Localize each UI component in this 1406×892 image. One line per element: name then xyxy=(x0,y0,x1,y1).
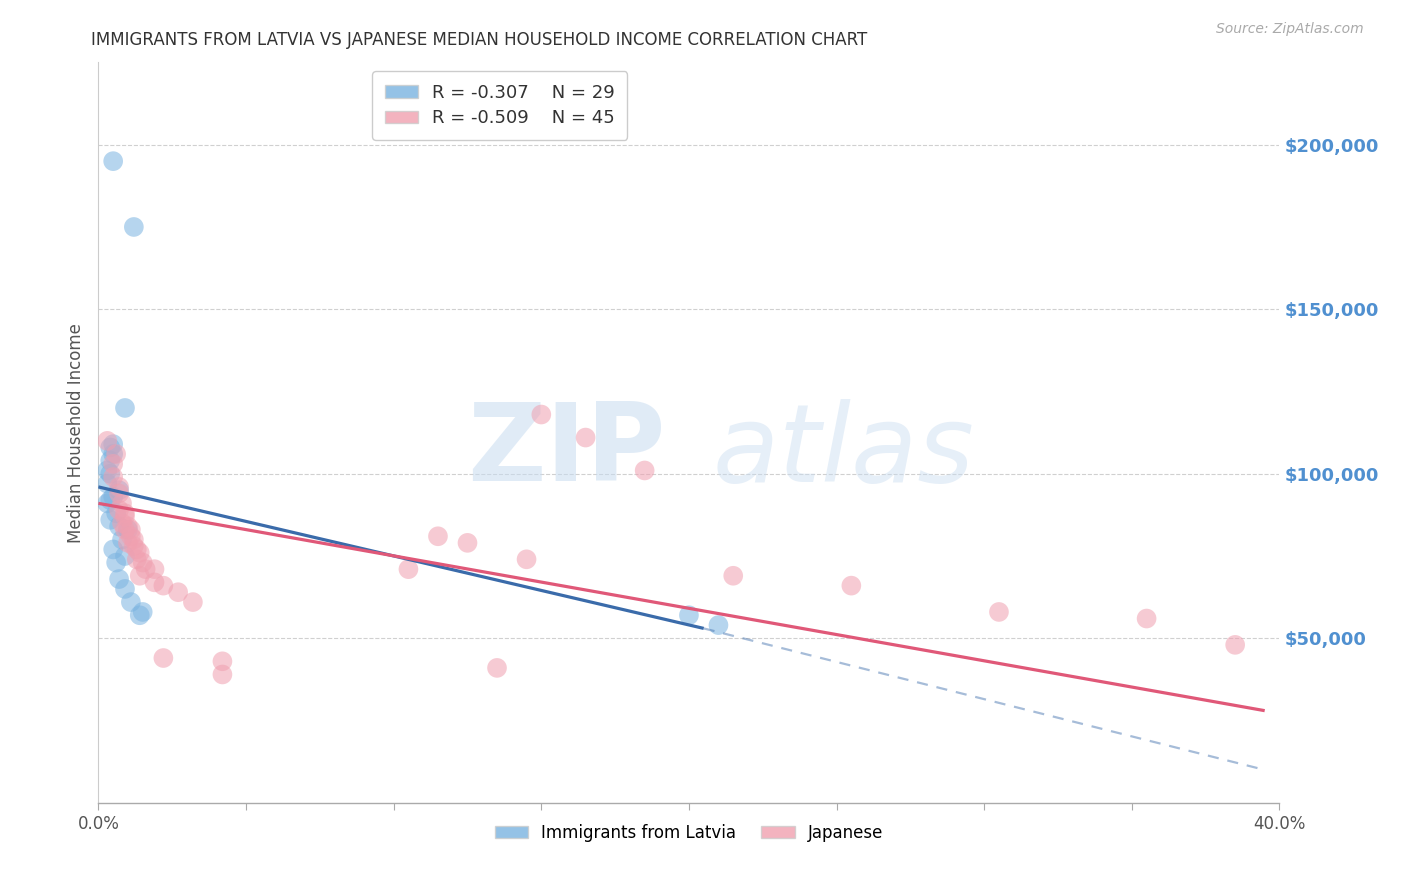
Point xyxy=(108,519,131,533)
Point xyxy=(98,467,121,481)
Point xyxy=(398,562,420,576)
Point xyxy=(678,608,700,623)
Point xyxy=(120,523,142,537)
Point xyxy=(132,556,155,570)
Point xyxy=(114,509,136,524)
Text: ZIP: ZIP xyxy=(467,398,665,504)
Y-axis label: Median Household Income: Median Household Income xyxy=(66,323,84,542)
Point xyxy=(117,523,139,537)
Point xyxy=(114,523,136,537)
Point xyxy=(111,533,134,547)
Text: IMMIGRANTS FROM LATVIA VS JAPANESE MEDIAN HOUSEHOLD INCOME CORRELATION CHART: IMMIGRANTS FROM LATVIA VS JAPANESE MEDIA… xyxy=(91,31,868,49)
Point xyxy=(108,486,131,500)
Point xyxy=(114,401,136,415)
Point xyxy=(96,476,118,491)
Point xyxy=(122,533,145,547)
Point xyxy=(211,654,233,668)
Point xyxy=(1225,638,1247,652)
Point xyxy=(152,579,174,593)
Point xyxy=(125,542,148,557)
Point xyxy=(103,457,125,471)
Point xyxy=(128,568,150,582)
Point xyxy=(128,608,150,623)
Point xyxy=(143,575,166,590)
Point xyxy=(841,579,863,593)
Point xyxy=(135,562,157,576)
Point xyxy=(457,536,479,550)
Point xyxy=(111,496,134,510)
Point xyxy=(486,661,509,675)
Point xyxy=(634,463,657,477)
Point xyxy=(114,582,136,596)
Point xyxy=(108,503,131,517)
Point xyxy=(105,556,128,570)
Point xyxy=(575,431,598,445)
Point xyxy=(181,595,204,609)
Point xyxy=(122,539,145,553)
Point xyxy=(120,595,142,609)
Point xyxy=(117,536,139,550)
Point xyxy=(105,447,128,461)
Point xyxy=(98,493,121,508)
Point xyxy=(132,605,155,619)
Point xyxy=(211,667,233,681)
Point xyxy=(111,516,134,530)
Point xyxy=(108,572,131,586)
Point xyxy=(120,529,142,543)
Point xyxy=(122,219,145,234)
Point xyxy=(96,496,118,510)
Point xyxy=(152,651,174,665)
Point xyxy=(103,154,125,169)
Point xyxy=(103,447,125,461)
Point xyxy=(98,513,121,527)
Point xyxy=(117,519,139,533)
Text: atlas: atlas xyxy=(713,399,974,504)
Point xyxy=(516,552,538,566)
Point xyxy=(96,463,118,477)
Text: Source: ZipAtlas.com: Source: ZipAtlas.com xyxy=(1216,22,1364,37)
Point xyxy=(96,434,118,448)
Point xyxy=(707,618,730,632)
Point xyxy=(114,549,136,563)
Point xyxy=(105,506,128,520)
Point xyxy=(103,470,125,484)
Point xyxy=(427,529,450,543)
Point xyxy=(108,480,131,494)
Point xyxy=(125,552,148,566)
Point xyxy=(108,483,131,498)
Point xyxy=(98,453,121,467)
Point xyxy=(143,562,166,576)
Point xyxy=(103,542,125,557)
Point xyxy=(128,546,150,560)
Point xyxy=(114,506,136,520)
Point xyxy=(103,490,125,504)
Legend: Immigrants from Latvia, Japanese: Immigrants from Latvia, Japanese xyxy=(486,815,891,850)
Point xyxy=(1136,611,1159,625)
Point xyxy=(167,585,190,599)
Point xyxy=(98,441,121,455)
Point xyxy=(723,568,745,582)
Point xyxy=(988,605,1011,619)
Point xyxy=(103,437,125,451)
Point xyxy=(530,408,553,422)
